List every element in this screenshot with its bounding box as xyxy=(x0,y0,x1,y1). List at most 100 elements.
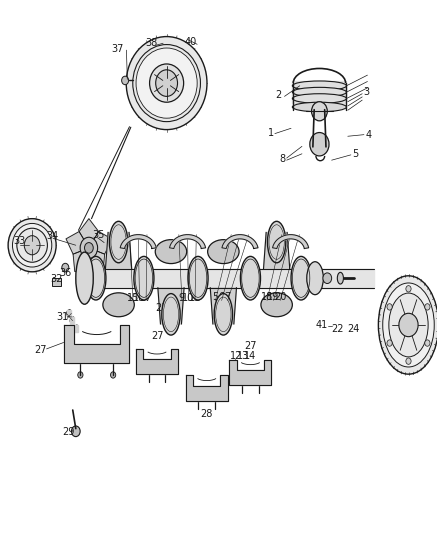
Ellipse shape xyxy=(126,37,207,130)
Ellipse shape xyxy=(307,262,323,295)
Ellipse shape xyxy=(162,294,180,335)
Ellipse shape xyxy=(86,256,106,300)
Ellipse shape xyxy=(76,252,93,304)
Circle shape xyxy=(425,340,430,346)
Ellipse shape xyxy=(208,240,239,264)
Text: 5: 5 xyxy=(212,292,219,302)
Ellipse shape xyxy=(8,219,56,272)
Polygon shape xyxy=(64,325,130,364)
Circle shape xyxy=(406,358,411,365)
Ellipse shape xyxy=(292,102,346,112)
Text: 1: 1 xyxy=(268,127,274,138)
Text: 34: 34 xyxy=(46,231,58,241)
Polygon shape xyxy=(222,235,258,248)
Ellipse shape xyxy=(12,223,52,267)
Polygon shape xyxy=(264,232,290,269)
Text: 36: 36 xyxy=(59,268,71,278)
Polygon shape xyxy=(158,288,184,324)
Circle shape xyxy=(85,243,93,253)
Circle shape xyxy=(310,133,329,156)
Text: 2: 2 xyxy=(275,90,282,100)
Polygon shape xyxy=(74,325,78,333)
Polygon shape xyxy=(89,231,112,254)
Polygon shape xyxy=(292,88,346,96)
Ellipse shape xyxy=(292,81,346,91)
Text: 24: 24 xyxy=(347,324,360,334)
Polygon shape xyxy=(89,248,105,271)
Circle shape xyxy=(122,76,129,85)
Text: 14: 14 xyxy=(244,351,257,361)
Ellipse shape xyxy=(134,256,154,300)
Text: 10: 10 xyxy=(182,293,194,303)
Ellipse shape xyxy=(136,48,197,118)
Polygon shape xyxy=(230,360,272,385)
Circle shape xyxy=(78,372,83,378)
Ellipse shape xyxy=(240,256,261,300)
Ellipse shape xyxy=(261,293,292,317)
Text: 4: 4 xyxy=(365,130,371,140)
Text: 35: 35 xyxy=(93,230,105,240)
Text: 27: 27 xyxy=(151,330,163,341)
Polygon shape xyxy=(292,82,346,90)
Text: 11: 11 xyxy=(189,293,201,303)
Text: 37: 37 xyxy=(112,44,124,53)
Text: 19: 19 xyxy=(268,292,280,302)
Circle shape xyxy=(62,263,69,272)
Text: 9: 9 xyxy=(179,293,185,303)
Text: 21: 21 xyxy=(155,303,168,313)
Polygon shape xyxy=(70,317,74,325)
Text: 40: 40 xyxy=(184,37,197,47)
Text: 27: 27 xyxy=(35,345,47,356)
Circle shape xyxy=(425,304,430,310)
Ellipse shape xyxy=(268,221,286,263)
Text: 5: 5 xyxy=(352,149,358,159)
Polygon shape xyxy=(120,235,156,248)
Text: 20: 20 xyxy=(274,292,286,302)
Text: 27: 27 xyxy=(244,341,257,351)
Text: 22: 22 xyxy=(332,324,344,334)
Text: 8: 8 xyxy=(279,154,286,164)
Polygon shape xyxy=(170,235,205,248)
Circle shape xyxy=(387,304,392,310)
Ellipse shape xyxy=(103,293,134,317)
Polygon shape xyxy=(292,94,346,103)
Circle shape xyxy=(387,340,392,346)
Circle shape xyxy=(406,286,411,292)
Text: 6: 6 xyxy=(219,292,225,302)
Polygon shape xyxy=(136,349,178,374)
Text: 17: 17 xyxy=(140,293,152,303)
Polygon shape xyxy=(106,232,132,269)
Polygon shape xyxy=(272,235,309,248)
Text: 41: 41 xyxy=(316,320,328,330)
Polygon shape xyxy=(79,219,99,248)
Circle shape xyxy=(155,70,177,96)
Ellipse shape xyxy=(389,293,428,357)
Polygon shape xyxy=(77,269,374,288)
Bar xyxy=(52,278,61,286)
Ellipse shape xyxy=(110,221,128,263)
Ellipse shape xyxy=(155,240,187,264)
Ellipse shape xyxy=(383,283,434,367)
Circle shape xyxy=(399,313,418,337)
Text: 3: 3 xyxy=(364,87,370,97)
Text: 18: 18 xyxy=(261,292,273,302)
Circle shape xyxy=(323,273,332,284)
Text: 12: 12 xyxy=(230,351,243,361)
Polygon shape xyxy=(210,288,237,324)
Text: 32: 32 xyxy=(50,274,63,284)
Ellipse shape xyxy=(292,94,346,103)
Ellipse shape xyxy=(337,272,343,284)
Ellipse shape xyxy=(188,256,208,300)
Ellipse shape xyxy=(214,294,233,335)
Circle shape xyxy=(24,236,40,255)
Ellipse shape xyxy=(378,276,438,374)
Text: 26: 26 xyxy=(405,356,417,366)
Circle shape xyxy=(110,372,116,378)
Text: 13: 13 xyxy=(237,351,250,361)
Text: 7: 7 xyxy=(225,292,231,302)
Polygon shape xyxy=(186,375,228,401)
Ellipse shape xyxy=(133,45,201,122)
Ellipse shape xyxy=(17,228,47,262)
Polygon shape xyxy=(66,231,89,254)
Circle shape xyxy=(311,102,327,121)
